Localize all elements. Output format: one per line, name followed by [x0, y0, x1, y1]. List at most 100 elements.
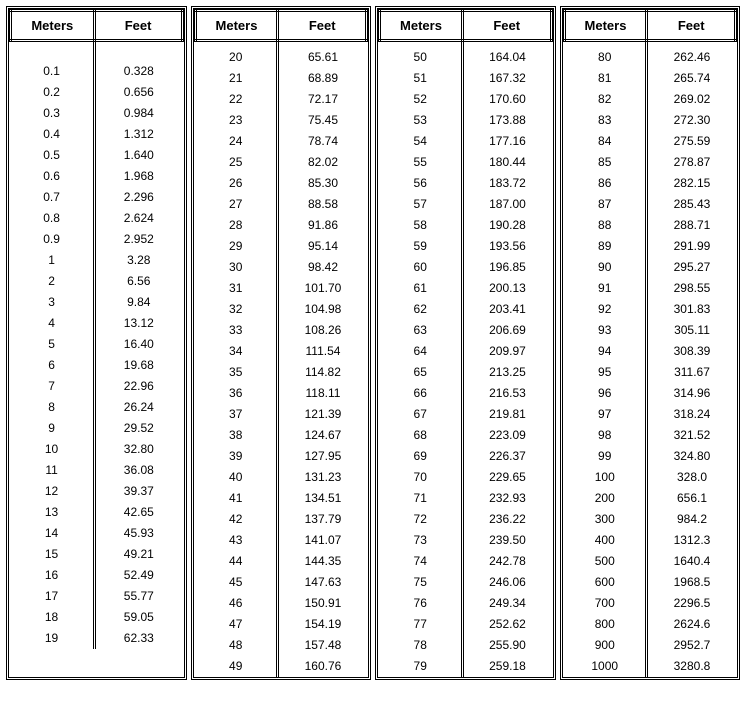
table-row: 1549.21: [11, 544, 183, 565]
table-row: 40131.23: [195, 467, 367, 488]
table-row: 36118.11: [195, 383, 367, 404]
cell-feet: 137.79: [278, 509, 367, 530]
table-row: 81265.74: [564, 68, 736, 89]
table: MetersFeet2065.612168.892272.172375.4524…: [194, 9, 369, 677]
table-row: 57187.00: [380, 194, 552, 215]
cell-feet: 45.93: [94, 523, 182, 544]
table-row: 2272.17: [195, 89, 367, 110]
cell-feet: 196.85: [462, 257, 551, 278]
header-meters: Meters: [195, 11, 278, 41]
table-row: 60196.85: [380, 257, 552, 278]
cell-feet: 187.00: [462, 194, 551, 215]
cell-meters: 82: [564, 89, 647, 110]
cell-feet: 49.21: [94, 544, 182, 565]
cell-meters: 60: [380, 257, 463, 278]
cell-feet: 1.640: [94, 145, 182, 166]
cell-feet: 656.1: [647, 488, 736, 509]
table-row: 2065.61: [195, 41, 367, 68]
header-feet: Feet: [647, 11, 736, 41]
cell-meters: 30: [195, 257, 278, 278]
table-row: 7002296.5: [564, 593, 736, 614]
cell-feet: 131.23: [278, 467, 367, 488]
cell-feet: 223.09: [462, 425, 551, 446]
cell-feet: 13.12: [94, 313, 182, 334]
table-row: 33108.26: [195, 320, 367, 341]
cell-feet: 19.68: [94, 355, 182, 376]
cell-meters: 600: [564, 572, 647, 593]
cell-meters: 0.3: [11, 103, 95, 124]
cell-meters: 96: [564, 383, 647, 404]
cell-feet: 78.74: [278, 131, 367, 152]
table-row: 99324.80: [564, 446, 736, 467]
cell-feet: 298.55: [647, 278, 736, 299]
cell-meters: 1: [11, 250, 95, 271]
cell-meters: 80: [564, 41, 647, 68]
table-row: 59193.56: [380, 236, 552, 257]
table-row: 47154.19: [195, 614, 367, 635]
table-row: 76249.34: [380, 593, 552, 614]
cell-meters: 72: [380, 509, 463, 530]
table-row: 64209.97: [380, 341, 552, 362]
cell-meters: 21: [195, 68, 278, 89]
cell-feet: 16.40: [94, 334, 182, 355]
cell-feet: 150.91: [278, 593, 367, 614]
cell-feet: 314.96: [647, 383, 736, 404]
table-row: 84275.59: [564, 131, 736, 152]
table-row: 41134.51: [195, 488, 367, 509]
table-row: 929.52: [11, 418, 183, 439]
cell-meters: 400: [564, 530, 647, 551]
cell-meters: 18: [11, 607, 95, 628]
table-row: 98321.52: [564, 425, 736, 446]
cell-feet: 193.56: [462, 236, 551, 257]
table-row: 74242.78: [380, 551, 552, 572]
cell-meters: 48: [195, 635, 278, 656]
cell-meters: 98: [564, 425, 647, 446]
table-row: 44144.35: [195, 551, 367, 572]
cell-meters: 40: [195, 467, 278, 488]
header-feet: Feet: [462, 11, 551, 41]
table-row: 78255.90: [380, 635, 552, 656]
cell-feet: 301.83: [647, 299, 736, 320]
cell-feet: 170.60: [462, 89, 551, 110]
table-row: 72236.22: [380, 509, 552, 530]
cell-meters: 9: [11, 418, 95, 439]
cell-feet: 246.06: [462, 572, 551, 593]
table-row: 88288.71: [564, 215, 736, 236]
cell-feet: 2.952: [94, 229, 182, 250]
cell-feet: 2296.5: [647, 593, 736, 614]
table-row: 100328.0: [564, 467, 736, 488]
cell-meters: 200: [564, 488, 647, 509]
table-row: 0.61.968: [11, 166, 183, 187]
cell-meters: 12: [11, 481, 95, 502]
cell-feet: 118.11: [278, 383, 367, 404]
cell-feet: 232.93: [462, 488, 551, 509]
table-row: 39127.95: [195, 446, 367, 467]
cell-feet: 206.69: [462, 320, 551, 341]
cell-feet: 59.05: [94, 607, 182, 628]
table-row: 0.30.984: [11, 103, 183, 124]
table-row: 53173.88: [380, 110, 552, 131]
table-row: 0.51.640: [11, 145, 183, 166]
cell-feet: 305.11: [647, 320, 736, 341]
table-row: 97318.24: [564, 404, 736, 425]
cell-feet: 154.19: [278, 614, 367, 635]
cell-feet: 229.65: [462, 467, 551, 488]
cell-meters: 33: [195, 320, 278, 341]
cell-feet: 52.49: [94, 565, 182, 586]
cell-feet: 236.22: [462, 509, 551, 530]
cell-feet: 291.99: [647, 236, 736, 257]
cell-meters: 36: [195, 383, 278, 404]
table-row: 2685.30: [195, 173, 367, 194]
cell-feet: 36.08: [94, 460, 182, 481]
cell-feet: 124.67: [278, 425, 367, 446]
cell-meters: 54: [380, 131, 463, 152]
cell-feet: 318.24: [647, 404, 736, 425]
cell-meters: 79: [380, 656, 463, 677]
cell-meters: 16: [11, 565, 95, 586]
cell-feet: 0.656: [94, 82, 182, 103]
table-row: 13.28: [11, 250, 183, 271]
table-row: 85278.87: [564, 152, 736, 173]
table-row: 61200.13: [380, 278, 552, 299]
table-row: 83272.30: [564, 110, 736, 131]
cell-meters: 0.6: [11, 166, 95, 187]
